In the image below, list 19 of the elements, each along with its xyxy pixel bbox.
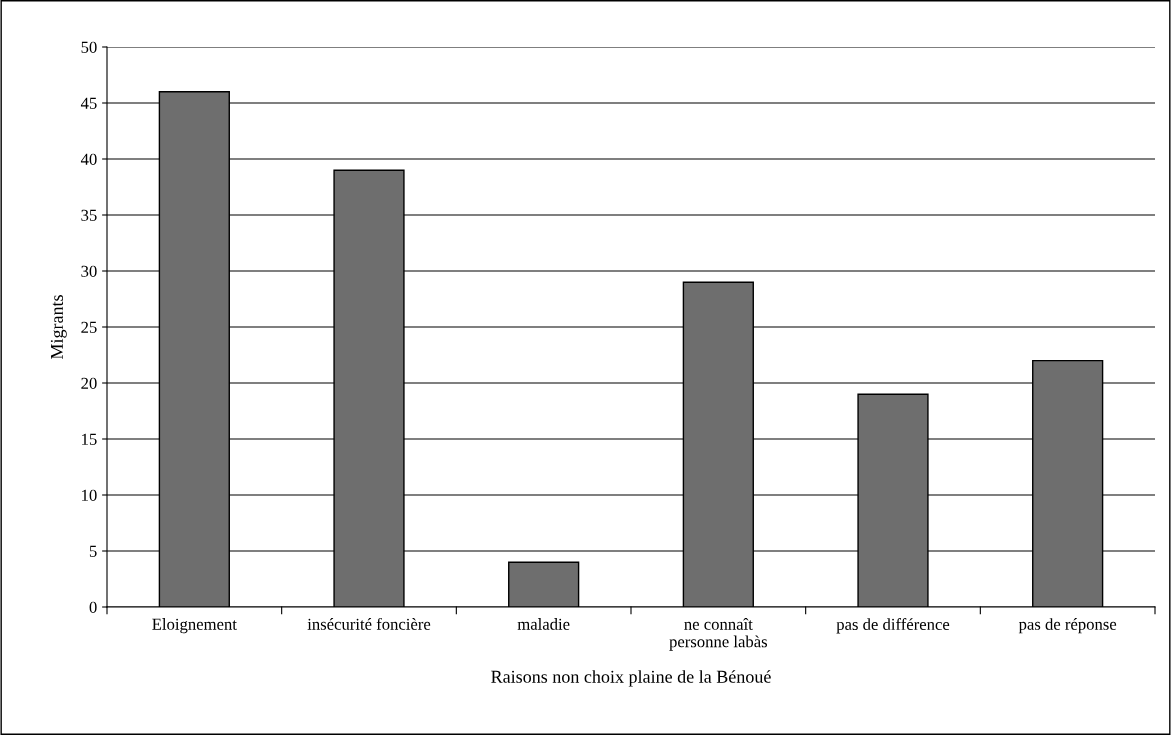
y-tick-label: 25 <box>81 321 97 333</box>
y-tick-label: 20 <box>81 377 97 389</box>
y-tick-label: 5 <box>89 545 97 557</box>
y-tick-label: 45 <box>80 97 97 109</box>
y-axis-title: Migrants <box>50 295 67 360</box>
x-tick-label: pas de différence <box>836 618 950 634</box>
x-tick-label: insécurité foncière <box>307 617 431 630</box>
x-tick-label: maladie <box>517 618 570 630</box>
x-axis-title: Raisons non choix plaine de la Bénoué <box>491 670 771 687</box>
y-tick-label: 10 <box>82 489 97 501</box>
y-tick-label: 30 <box>81 265 97 277</box>
y-tick-label: 40 <box>80 153 97 165</box>
y-tick-label: 15 <box>82 433 97 445</box>
x-tick-label: Eloignement <box>152 618 237 634</box>
y-tick-label: 50 <box>81 41 97 53</box>
x-tick-label: ne connaît personne labàs <box>669 618 768 651</box>
y-tick-label: 35 <box>81 209 97 221</box>
x-tick-label: pas de réponse <box>1018 618 1117 634</box>
y-tick-label: 0 <box>89 601 97 613</box>
